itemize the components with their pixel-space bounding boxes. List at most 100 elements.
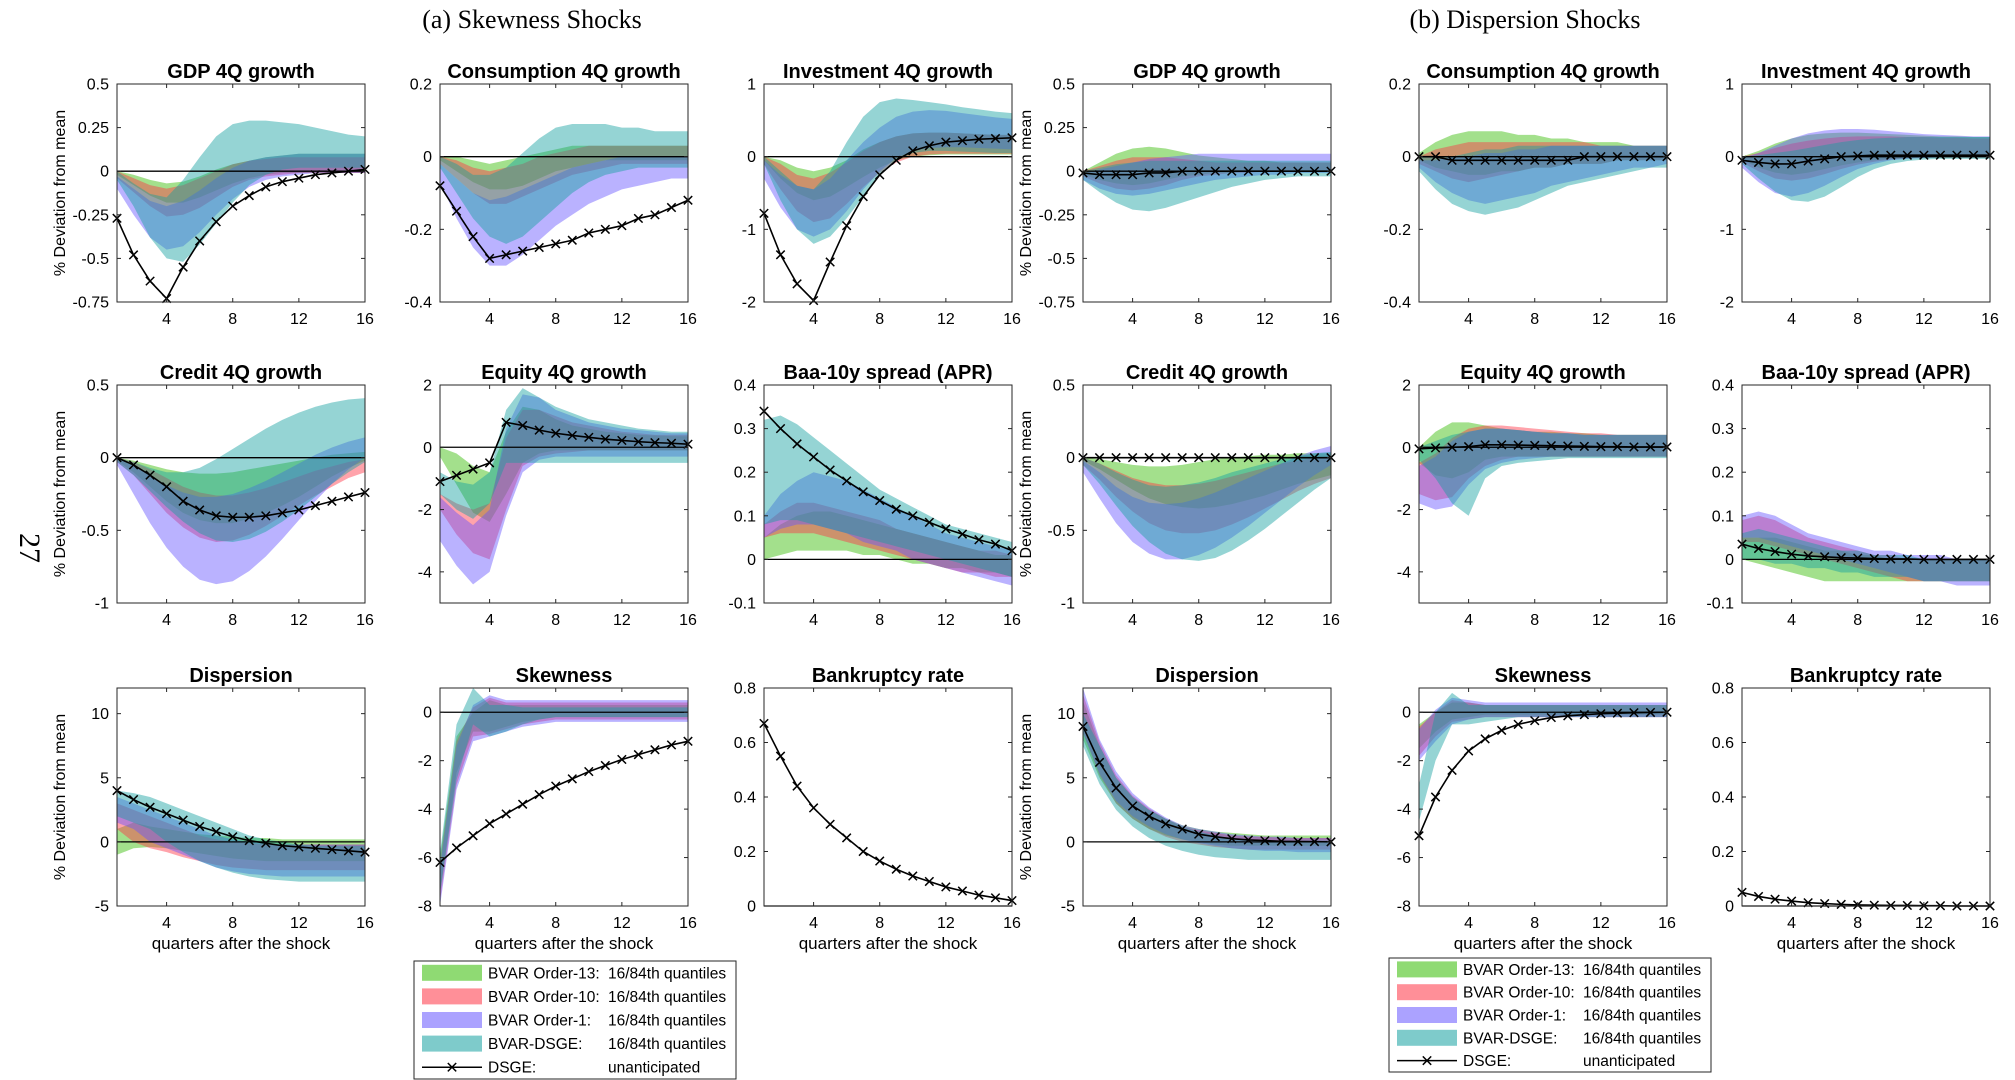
dsge-marker	[1596, 441, 1606, 452]
dsge-marker	[484, 253, 495, 264]
dsge-marker	[1529, 440, 1540, 451]
legend-swatch-dsge_band	[422, 1035, 482, 1052]
legend-name: BVAR Order-1:	[488, 1013, 591, 1030]
x-tick-label: 8	[1530, 915, 1539, 932]
y-tick-label: -1	[742, 222, 756, 239]
y-tick-label: -6	[1397, 850, 1411, 867]
dsge-marker	[1260, 452, 1270, 463]
y-tick-label: 2	[423, 378, 432, 395]
dsge-line	[1741, 543, 1990, 561]
dsge-marker	[145, 802, 155, 812]
dsge-marker	[277, 176, 288, 187]
dsge-marker	[501, 809, 511, 819]
band-bvar10	[440, 145, 688, 204]
plot-frame	[1082, 83, 1332, 303]
dsge-marker	[650, 210, 660, 220]
dsge-marker	[1852, 151, 1863, 161]
dsge-marker	[990, 893, 1001, 903]
dsge-marker	[161, 808, 172, 819]
chart-title: Equity 4Q growth	[481, 362, 647, 384]
x-tick-label: 8	[1194, 915, 1203, 932]
x-tick-label: 16	[1658, 915, 1676, 932]
band-bvar1	[117, 797, 365, 877]
y-tick-label: 0.5	[87, 77, 109, 94]
dsge-marker	[990, 539, 1001, 549]
dsge-marker	[957, 135, 968, 146]
y-tick-label: -4	[418, 564, 432, 581]
x-tick-label: 4	[1787, 612, 1796, 629]
x-tick-label: 12	[290, 915, 308, 932]
x-tick-label: 8	[1530, 612, 1539, 629]
chart-title: Credit 4Q growth	[1126, 362, 1288, 384]
dsge-marker	[775, 751, 786, 761]
dsge-marker	[1886, 554, 1896, 564]
x-tick-label: 12	[1915, 915, 1933, 932]
band-bvar13	[117, 153, 365, 203]
dsge-marker	[908, 511, 918, 521]
x-tick-label: 12	[290, 612, 308, 629]
dsge-marker	[1546, 712, 1557, 723]
dsge-marker	[1243, 166, 1254, 176]
dsge-marker	[666, 202, 677, 213]
y-tick-label: 0.6	[1712, 735, 1734, 752]
band-bvar10	[1083, 157, 1331, 191]
plot-background	[1083, 84, 1331, 302]
x-tick-label: 8	[1853, 311, 1862, 328]
dsge-marker	[1869, 150, 1880, 160]
y-tick-label: -4	[418, 802, 432, 819]
dsge-marker	[1496, 155, 1507, 166]
dsge-marker	[1127, 169, 1138, 180]
legend-name: BVAR Order-13:	[1463, 962, 1575, 979]
dsge-marker	[1902, 150, 1913, 160]
y-tick-label: 0.2	[734, 844, 756, 861]
x-tick-label: 4	[809, 311, 818, 328]
dsge-marker	[1227, 166, 1237, 176]
dsge-marker	[1496, 725, 1507, 736]
dsge-marker	[775, 250, 786, 260]
dsge-marker	[1160, 819, 1171, 829]
y-tick-label: -0.5	[81, 251, 109, 268]
dsge-marker	[310, 843, 321, 854]
y-tick-label: 0.8	[1712, 681, 1734, 698]
dsge-marker	[343, 492, 354, 502]
dsge-marker	[891, 155, 901, 166]
x-tick-label: 4	[1128, 311, 1137, 328]
dsge-marker	[1127, 452, 1138, 463]
y-tick-label: 0.3	[734, 421, 756, 438]
dsge-marker	[327, 496, 337, 506]
band-bvar1	[117, 153, 365, 250]
dsge-line	[1418, 443, 1667, 450]
dsge-marker	[1546, 440, 1557, 451]
dsge-marker	[1935, 150, 1946, 160]
plot-frame	[116, 687, 366, 907]
chart-title: Dispersion	[189, 665, 292, 687]
dsge-marker	[228, 201, 238, 211]
plot-frame	[1741, 83, 1991, 303]
y-tick-label: 0.2	[1389, 77, 1411, 94]
dsge-marker	[310, 500, 321, 511]
band-bvar1	[440, 394, 688, 585]
x-tick-label: 12	[1592, 915, 1610, 932]
dsge-line	[116, 789, 366, 853]
legend-box: BVAR Order-13: 16/84th quantiles BVAR Orde…	[1388, 957, 1712, 1073]
dsge-marker	[194, 505, 205, 515]
chart-skewness: -8 -6 -4 -2 0 4 8 12 16 Skewness quarters after th…	[1397, 665, 1676, 953]
band-bvar13	[1083, 700, 1331, 846]
y-axis-label: % Deviation from mean	[1018, 714, 1035, 880]
chart-bankruptcy-rate: 0 0.2 0.4 0.6 0.8 4 8 12 16 Bankruptcy rate quarte…	[1712, 665, 1999, 953]
band-bvar13	[764, 132, 1012, 201]
y-tick-label: 10	[91, 706, 109, 723]
x-tick-label: 12	[1592, 311, 1610, 328]
x-tick-label: 8	[551, 915, 560, 932]
band-bvar10	[1083, 456, 1331, 534]
dsge-marker	[1513, 155, 1523, 166]
dsge-marker	[517, 420, 528, 431]
dsge-marker	[1160, 168, 1171, 178]
x-tick-label: 4	[1787, 915, 1796, 932]
band-bvar1	[117, 437, 365, 585]
dsge-marker	[858, 846, 868, 857]
x-tick-label: 4	[1128, 915, 1137, 932]
dsge-marker	[261, 182, 271, 192]
dsge-marker	[1513, 719, 1523, 730]
legend-desc: 16/84th quantiles	[608, 989, 726, 1006]
